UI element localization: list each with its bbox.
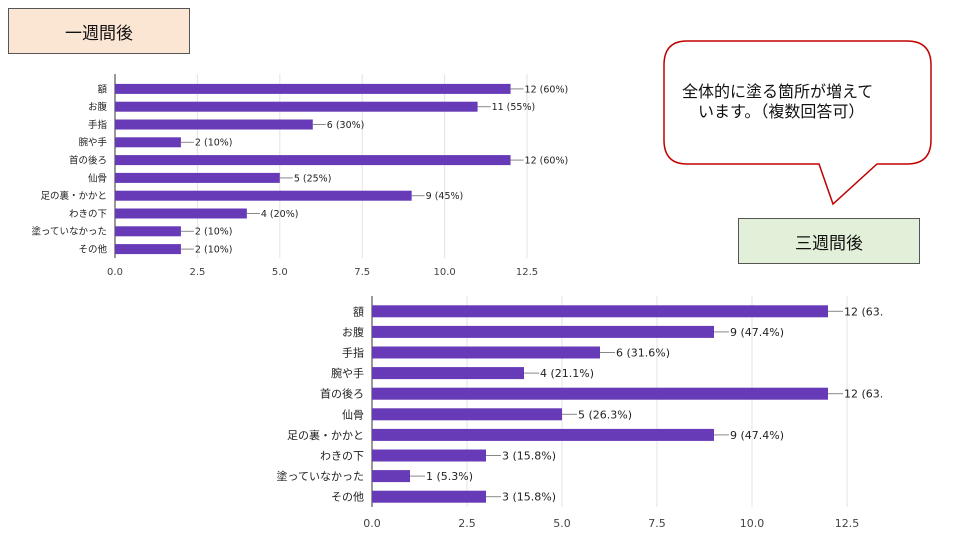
category-label: 首の後ろ	[69, 155, 107, 167]
data-label: 11 (55%)	[492, 102, 536, 113]
bar	[115, 155, 511, 166]
three-weeks-chart-svg: 0.0 2.5 5.0 7.5 10.0 12.5 額 12 (63.2%) お腹 9 (47.4…	[277, 295, 905, 530]
x-tick-label: 5.0	[553, 517, 571, 530]
category-label: 額	[97, 83, 107, 95]
x-tick-label: 12.5	[835, 517, 860, 530]
data-label: 9 (47.4%)	[730, 326, 784, 339]
category-label: 仙骨	[342, 408, 364, 421]
bar	[372, 346, 600, 359]
bar	[372, 490, 486, 503]
bar	[372, 367, 524, 380]
data-label: 3 (15.8%)	[502, 491, 556, 504]
three-weeks-label: 三週間後	[738, 218, 920, 264]
x-tick-label: 12.5	[516, 267, 538, 278]
x-tick-label: 0.0	[107, 267, 123, 278]
data-label: 4 (20%)	[261, 209, 299, 220]
category-label: その他	[78, 244, 107, 256]
data-label: 5 (26.3%)	[578, 408, 632, 421]
one-week-chart: 0.0 2.5 5.0 7.5 10.0 12.5 額 12 (60%) お腹 11 (55%) 手…	[8, 70, 586, 290]
x-tick-label: 7.5	[648, 517, 666, 530]
bar	[115, 119, 313, 130]
category-label: 仙骨	[88, 172, 107, 184]
category-label: 塗っていなかった	[31, 226, 107, 238]
bar	[372, 305, 828, 318]
bar	[115, 190, 412, 201]
x-tick-label: 7.5	[354, 267, 370, 278]
category-label: 足の裏・かかと	[40, 190, 107, 202]
category-label: お腹	[88, 101, 108, 113]
category-label: わきの下	[69, 209, 107, 220]
bar	[115, 83, 511, 94]
category-label: 手指	[88, 119, 108, 131]
bar	[372, 387, 828, 400]
data-label: 2 (10%)	[195, 245, 233, 256]
category-label: 腕や手	[331, 366, 364, 380]
x-tick-label: 10.0	[433, 267, 455, 278]
bar	[115, 137, 181, 148]
data-label: 2 (10%)	[195, 227, 233, 238]
data-label: 12 (63.2%)	[844, 388, 884, 401]
x-tick-label: 0.0	[363, 517, 381, 530]
speech-bubble-shape	[663, 40, 932, 206]
category-label: その他	[331, 491, 364, 504]
data-label: 6 (31.6%)	[616, 346, 670, 359]
data-label: 2 (10%)	[195, 138, 233, 149]
category-label: 足の裏・かかと	[287, 428, 364, 442]
speech-bubble	[663, 40, 932, 206]
data-label: 9 (45%)	[426, 191, 464, 202]
data-label: 12 (60%)	[525, 156, 569, 167]
bar	[372, 408, 562, 421]
one-week-chart-svg: 0.0 2.5 5.0 7.5 10.0 12.5 額 12 (60%) お腹 11 (55%) 手…	[31, 74, 569, 278]
callout-text: 全体的に塗る箇所が増えて います。（複数回答可）	[682, 82, 874, 121]
category-label: 塗っていなかった	[277, 469, 364, 483]
data-label: 12 (63.2%)	[844, 305, 884, 318]
bar	[372, 325, 714, 338]
data-label: 12 (60%)	[525, 84, 569, 95]
x-tick-label: 2.5	[189, 267, 205, 278]
bar	[115, 244, 181, 255]
x-tick-label: 2.5	[458, 517, 476, 530]
bar	[115, 226, 181, 237]
x-tick-label: 5.0	[272, 267, 288, 278]
one-week-label: 一週間後	[8, 8, 190, 54]
data-label: 4 (21.1%)	[540, 367, 594, 380]
bar	[115, 101, 478, 112]
data-label: 5 (25%)	[294, 173, 332, 184]
category-label: 手指	[342, 345, 364, 359]
data-label: 9 (47.4%)	[730, 429, 784, 442]
bar	[372, 449, 486, 462]
x-tick-label: 10.0	[740, 517, 765, 530]
bar	[115, 208, 247, 219]
data-label: 1 (5.3%)	[426, 470, 473, 483]
data-label: 6 (30%)	[327, 120, 365, 131]
three-weeks-chart: 0.0 2.5 5.0 7.5 10.0 12.5 額 12 (63.2%) お腹 9 (47.4…	[258, 295, 905, 532]
category-label: わきの下	[320, 449, 364, 462]
bar	[372, 428, 714, 441]
bar	[372, 470, 410, 483]
category-label: お腹	[342, 325, 364, 339]
bar	[115, 172, 280, 183]
data-label: 3 (15.8%)	[502, 449, 556, 462]
category-label: 首の後ろ	[320, 387, 364, 401]
category-label: 額	[353, 305, 364, 318]
category-label: 腕や手	[78, 137, 107, 149]
